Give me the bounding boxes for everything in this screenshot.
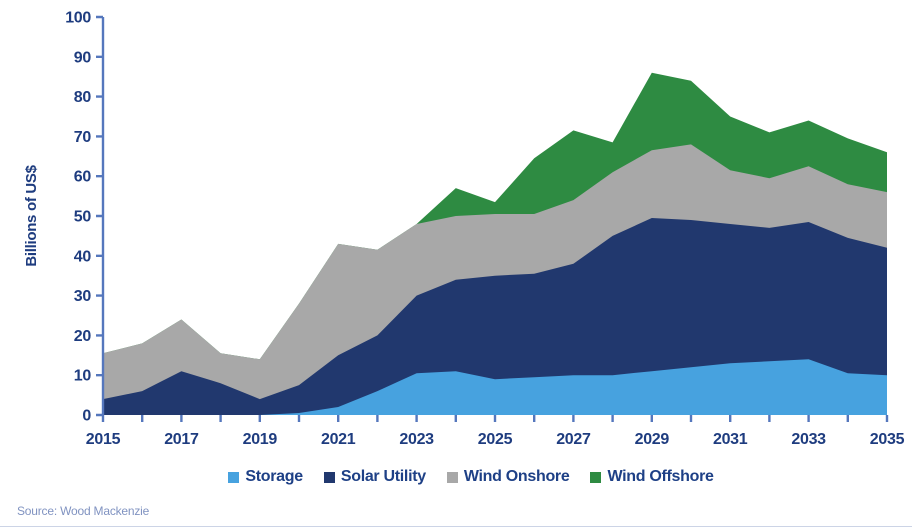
x-tick-label: 2023 [399,431,434,448]
x-tick-label: 2025 [478,431,513,448]
y-tick-label: 90 [74,49,92,66]
legend-label: Storage [245,468,303,485]
y-tick-label: 20 [74,328,92,345]
axis-path [96,15,889,422]
area-storage [103,359,887,415]
x-tick-label: 2017 [164,431,199,448]
y-tick-label: 100 [65,10,91,27]
x-tick-label: 2033 [791,431,826,448]
x-tick-label: 2029 [635,431,670,448]
y-tick-label: 0 [82,408,91,425]
area-solar-utility [103,218,887,415]
legend-swatch-wind-onshore [446,471,458,483]
x-tick-label: 2021 [321,431,356,448]
y-axis-tick-labels: 0 10 20 30 40 50 60 70 80 90 100 [65,10,91,425]
y-tick-label: 10 [74,368,92,385]
x-tick-label: 2019 [243,431,278,448]
legend-item-storage: Storage [228,468,303,486]
legend-swatch-wind-offshore [590,471,602,483]
chart-areas [103,72,887,415]
legend-label: Wind Onshore [463,468,570,485]
y-tick-label: 80 [74,89,92,106]
legend-label: Solar Utility [340,468,426,485]
axis-lines-and-ticks [96,15,889,422]
legend-item-solar-utility: Solar Utility [323,468,426,486]
y-tick-label: 50 [74,209,92,226]
x-tick-label: 2015 [86,431,121,448]
legend-item-wind-onshore: Wind Onshore [446,468,570,486]
legend-item-wind-offshore: Wind Offshore [590,468,714,486]
x-axis-tick-labels: 2015 2017 2019 2021 2023 2025 2027 2029 2031 2033… [86,431,905,448]
bottom-divider [0,526,912,527]
legend-swatch-solar-utility [323,471,335,483]
y-tick-label: 70 [74,129,92,146]
legend-swatch-storage [228,471,240,483]
x-tick-label: 2027 [556,431,591,448]
y-axis-title: Billions of US$ [23,164,40,266]
chart-legend: Storage Solar Utility Wind Onshore Wind Off… [30,468,912,486]
x-tick-label: 2031 [713,431,748,448]
y-tick-label: 40 [74,248,92,265]
x-tick-label: 2035 [870,431,905,448]
source-note: Source: Wood Mackenzie [17,504,150,518]
legend-label: Wind Offshore [607,468,714,485]
y-tick-label: 30 [74,288,92,305]
y-tick-label: 60 [74,169,92,186]
